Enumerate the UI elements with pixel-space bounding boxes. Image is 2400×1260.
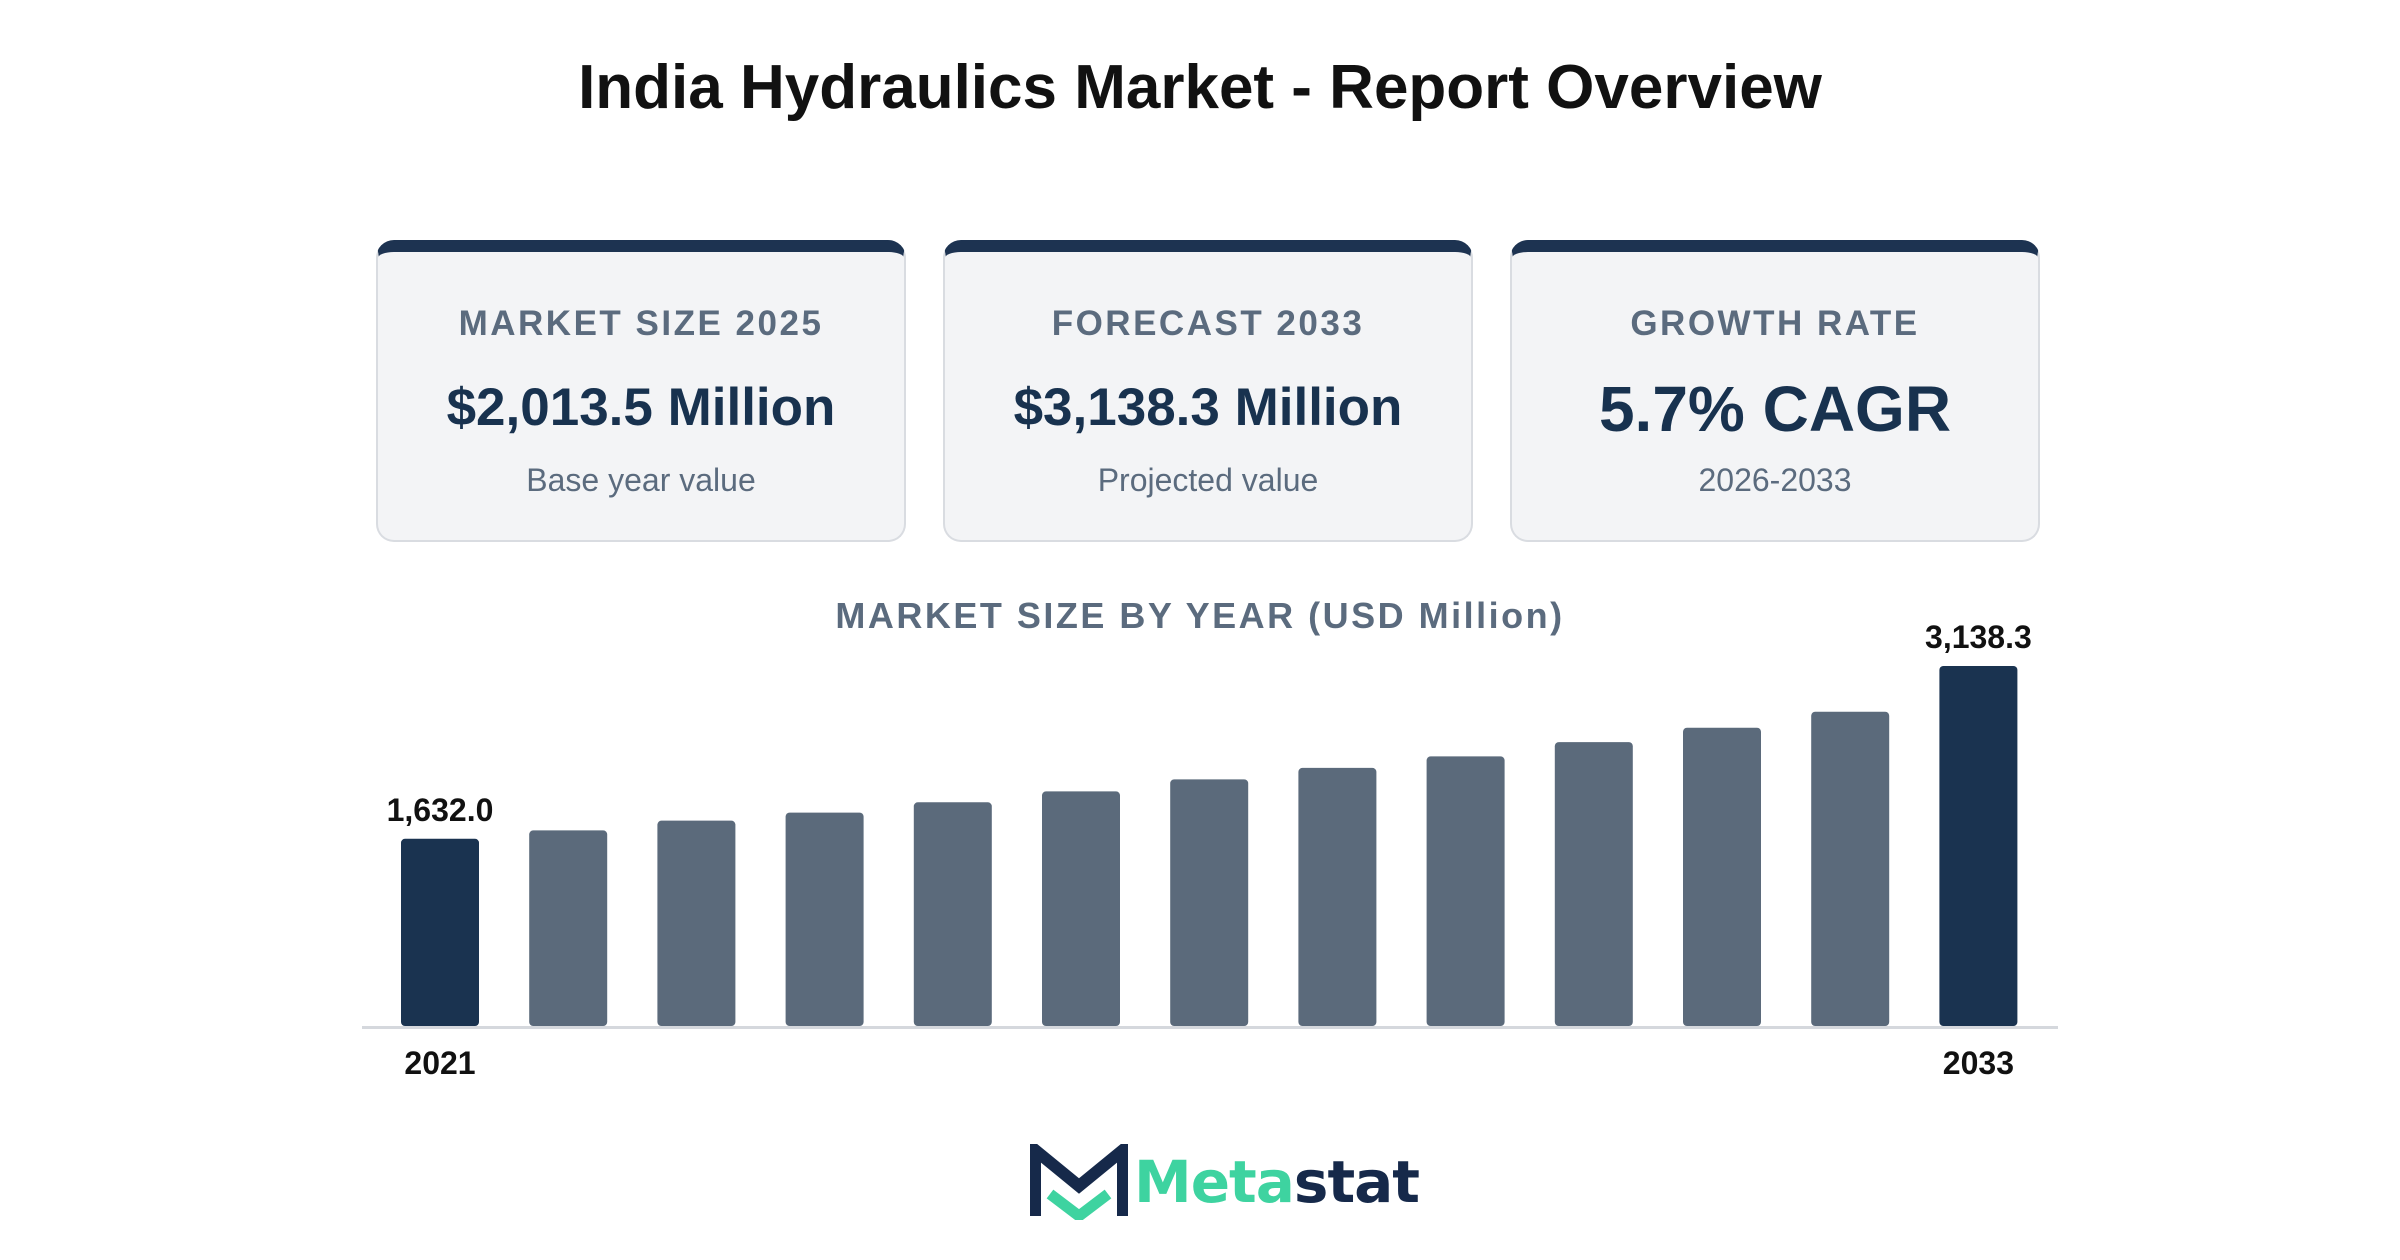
bar-2027 bbox=[1170, 779, 1249, 1026]
card-growth-rate: GROWTH RATE 5.7% CAGR 2026-2033 bbox=[1510, 240, 2040, 542]
x-tick-label-2033: 2033 bbox=[1943, 1045, 2014, 1081]
metastat-logo: Metastat bbox=[1030, 1142, 1420, 1222]
card-value: $3,138.3 Million bbox=[1013, 378, 1403, 437]
page-title: India Hydraulics Market - Report Overvie… bbox=[578, 53, 1822, 122]
bar-2031 bbox=[1683, 727, 1761, 1026]
metastat-logo-icon bbox=[1030, 1144, 1128, 1220]
bar-2029 bbox=[1426, 756, 1505, 1026]
card-note: Base year value bbox=[526, 462, 756, 498]
card-note: 2026-2033 bbox=[1698, 462, 1852, 498]
card-label: FORECAST 2033 bbox=[1051, 304, 1365, 343]
bar-2030 bbox=[1554, 742, 1633, 1026]
card-value: $2,013.5 Million bbox=[446, 378, 836, 437]
bar-2024 bbox=[785, 812, 864, 1026]
card-forecast: FORECAST 2033 $3,138.3 Million Projected… bbox=[943, 240, 1473, 542]
card-label: MARKET SIZE 2025 bbox=[458, 304, 824, 343]
bar-2023 bbox=[657, 820, 736, 1026]
card-note: Projected value bbox=[1097, 462, 1319, 498]
x-tick-label-2021: 2021 bbox=[404, 1045, 475, 1081]
card-market-size: MARKET SIZE 2025 $2,013.5 Million Base y… bbox=[376, 240, 906, 542]
bar-2021 bbox=[401, 838, 479, 1026]
bar-2028 bbox=[1298, 767, 1377, 1026]
card-label: GROWTH RATE bbox=[1630, 304, 1920, 343]
metastat-logo-text: Metastat bbox=[1134, 1148, 1420, 1216]
card-value: 5.7% CAGR bbox=[1598, 373, 1952, 445]
value-label-2021: 1,632.0 bbox=[387, 792, 494, 828]
bar-2026 bbox=[1042, 791, 1120, 1026]
bar-2022 bbox=[529, 830, 608, 1026]
bar-2032 bbox=[1811, 711, 1890, 1026]
bar-2025 bbox=[913, 802, 992, 1026]
value-label-2033: 3,138.3 bbox=[1925, 619, 2032, 655]
bar-2033 bbox=[1939, 666, 2018, 1026]
summary-cards: MARKET SIZE 2025 $2,013.5 Million Base y… bbox=[376, 240, 2040, 542]
chart-title: MARKET SIZE BY YEAR (USD Million) bbox=[835, 595, 1565, 636]
